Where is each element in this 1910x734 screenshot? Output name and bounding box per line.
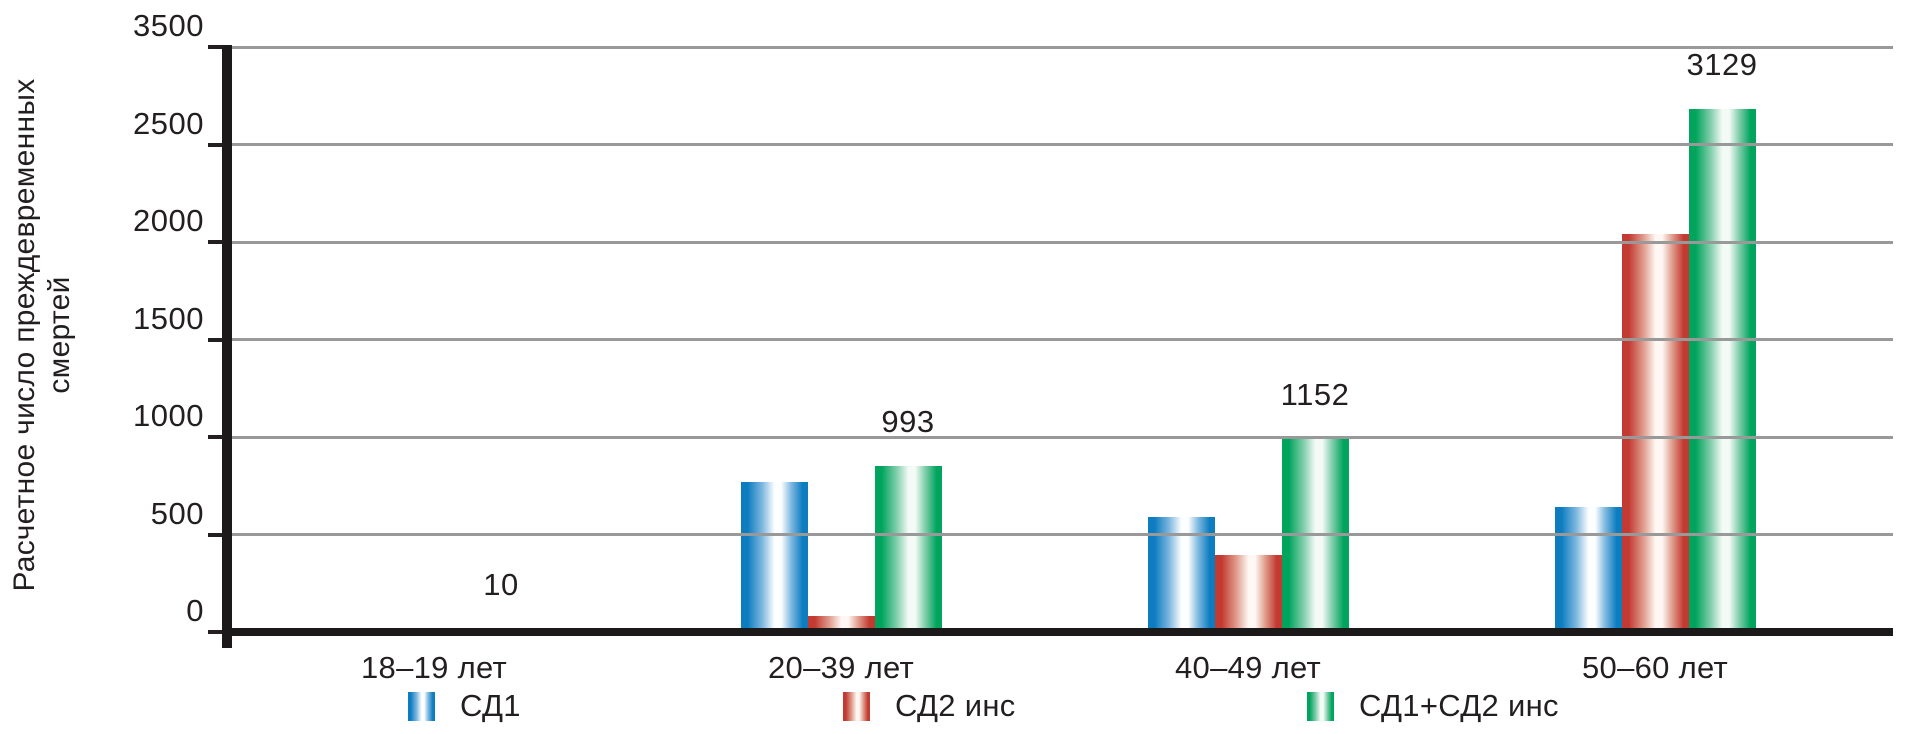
x-axis-line bbox=[222, 628, 1893, 636]
bar-value-label-40–49 лет: 1152 bbox=[1280, 377, 1350, 412]
y-tick-3500 bbox=[208, 45, 223, 49]
y-axis-title-text: Расчетное число преждевременных смертей bbox=[7, 55, 77, 615]
gridline-3500 bbox=[232, 45, 1893, 49]
legend-swatch-sd1-sd2ins bbox=[1307, 691, 1334, 721]
y-tick-label-2500: 2500 bbox=[133, 105, 204, 141]
bar-СД1+СД2 инс-50–60 лет bbox=[1688, 109, 1756, 632]
y-axis-line bbox=[222, 45, 232, 648]
x-axis-label-50–60 лет: 50–60 лет bbox=[1581, 650, 1729, 685]
legend-swatch-sd2ins bbox=[843, 691, 870, 721]
gridline-1000 bbox=[232, 435, 1893, 439]
y-tick-label-500: 500 bbox=[150, 495, 204, 531]
legend-item-sd1: СД1 bbox=[408, 688, 521, 723]
y-tick-label-0: 0 bbox=[186, 593, 204, 628]
legend-item-sd2ins: СД2 инс bbox=[843, 688, 1016, 723]
bar-СД2 инс-50–60 лет bbox=[1621, 234, 1689, 632]
x-axis-label-18–19 лет: 18–19 лет bbox=[360, 650, 508, 685]
y-tick-2500 bbox=[208, 142, 223, 147]
y-tick-0 bbox=[208, 630, 223, 634]
y-tick-label-1500: 1500 bbox=[133, 300, 204, 336]
y-tick-2000 bbox=[208, 240, 223, 244]
y-tick-label-2000: 2000 bbox=[133, 203, 204, 238]
y-axis-title-line1: Расчетное число преждевременных bbox=[8, 78, 41, 592]
x-axis-label-20–39 лет: 20–39 лет bbox=[767, 650, 915, 685]
y-tick-500 bbox=[208, 532, 223, 537]
gridline-2000 bbox=[232, 240, 1893, 244]
bar-СД1-40–49 лет bbox=[1147, 517, 1215, 632]
legend-label-sd1-sd2ins: СД1+СД2 инс bbox=[1359, 688, 1559, 723]
y-tick-1000 bbox=[208, 435, 223, 439]
bar-СД1+СД2 инс-20–39 лет bbox=[874, 466, 942, 632]
legend-item-sd1-sd2ins: СД1+СД2 инс bbox=[1307, 688, 1559, 723]
bar-СД1-50–60 лет bbox=[1554, 507, 1622, 632]
gridline-2500 bbox=[232, 143, 1893, 146]
legend-label-sd1: СД1 bbox=[460, 688, 521, 723]
x-axis-label-40–49 лет: 40–49 лет bbox=[1174, 650, 1322, 685]
legend-swatch-sd1 bbox=[408, 691, 435, 721]
legend-label-sd2ins: СД2 инс bbox=[895, 688, 1016, 723]
bar-value-label-50–60 лет: 3129 bbox=[1686, 47, 1758, 82]
y-tick-label-3500: 3500 bbox=[133, 8, 204, 43]
y-axis-title-line2: смертей bbox=[43, 276, 76, 394]
y-tick-1500 bbox=[208, 337, 223, 342]
gridline-500 bbox=[232, 533, 1893, 536]
bar-value-label-20–39 лет: 993 bbox=[881, 404, 935, 439]
bar-value-label-18–19 лет: 10 bbox=[483, 567, 519, 602]
plot-area: 0 500 1000 1500 2000 2500 3500 10 993 1152 3129 bbox=[133, 8, 1893, 648]
bar-СД2 инс-40–49 лет bbox=[1214, 555, 1282, 632]
gridline-1500 bbox=[232, 338, 1893, 341]
bar-СД1-20–39 лет bbox=[740, 482, 808, 632]
y-tick-label-1000: 1000 bbox=[133, 398, 204, 433]
